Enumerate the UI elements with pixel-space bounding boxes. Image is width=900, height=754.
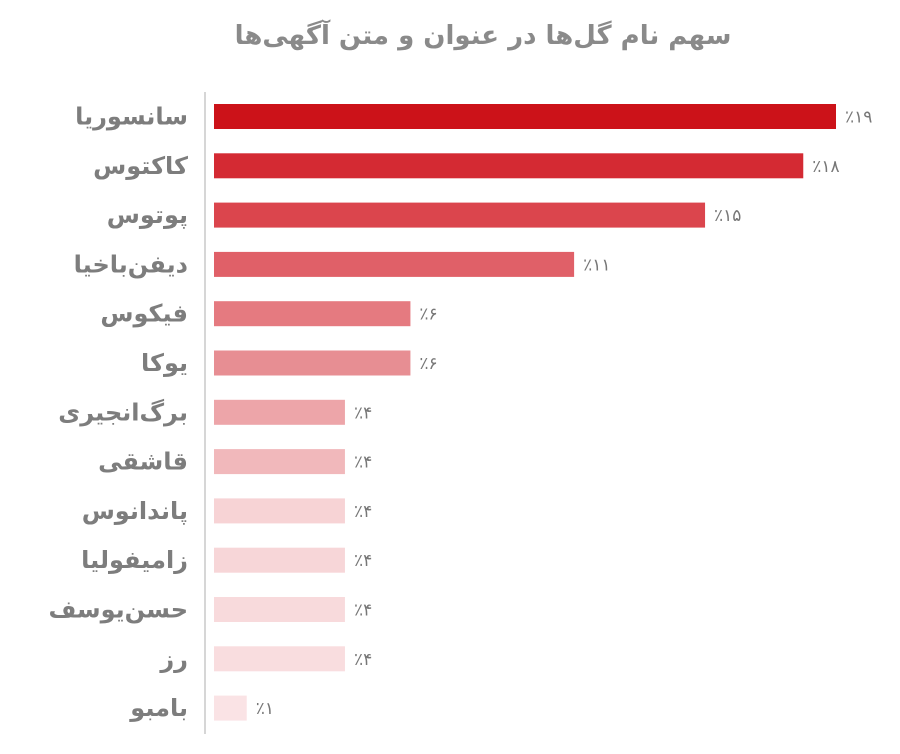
value-label: ٪۴	[354, 650, 372, 670]
bar-1	[214, 153, 804, 179]
bars-group: سانسوریا ٪۱۹ کاکتوس ٪۱۸ پوتوس ٪۱۵ دیفن‌باخیا ٪۱…	[48, 103, 872, 723]
bar-10	[214, 597, 345, 622]
category-label: یوکا	[141, 349, 188, 377]
bar-4	[214, 301, 411, 327]
category-label: حسن‌یوسف	[48, 596, 188, 624]
value-label: ٪۴	[354, 453, 372, 473]
bar-2	[214, 202, 706, 228]
category-label: پوتوس	[107, 201, 188, 229]
bar-7	[214, 449, 345, 475]
value-label: ٪۱	[256, 699, 274, 719]
bar-11	[214, 646, 345, 672]
chart-title: سهم نام گل‌ها در عنوان و متن آگهی‌ها	[235, 19, 732, 51]
value-label: ٪۴	[354, 601, 372, 621]
bar-3	[214, 251, 575, 277]
value-label: ٪۶	[419, 305, 437, 325]
bar-0	[214, 104, 836, 129]
category-label: زامیفولیا	[81, 546, 188, 574]
category-label: رز	[159, 645, 188, 673]
value-label: ٪۶	[419, 354, 437, 374]
category-label: سانسوریا	[75, 103, 188, 131]
value-label: ٪۱۱	[583, 255, 610, 275]
category-label: پاندانوس	[82, 497, 188, 525]
value-label: ٪۴	[354, 403, 372, 423]
value-label: ٪۴	[354, 551, 372, 571]
category-label: فیکوس	[100, 300, 188, 328]
bar-6	[214, 399, 345, 425]
category-label: کاکتوس	[93, 152, 188, 180]
category-label: بامبو	[129, 694, 188, 722]
value-label: ٪۱۸	[812, 157, 839, 177]
bar-9	[214, 547, 345, 573]
bar-8	[214, 498, 345, 524]
value-label: ٪۴	[354, 502, 372, 522]
category-label: دیفن‌باخیا	[74, 250, 188, 278]
category-label: برگ‌انجیری	[58, 398, 188, 426]
value-label: ٪۱۵	[714, 206, 741, 226]
value-label: ٪۱۹	[845, 108, 872, 128]
bar-12	[214, 695, 247, 721]
category-label: قاشقی	[98, 448, 188, 476]
bar-5	[214, 350, 411, 376]
